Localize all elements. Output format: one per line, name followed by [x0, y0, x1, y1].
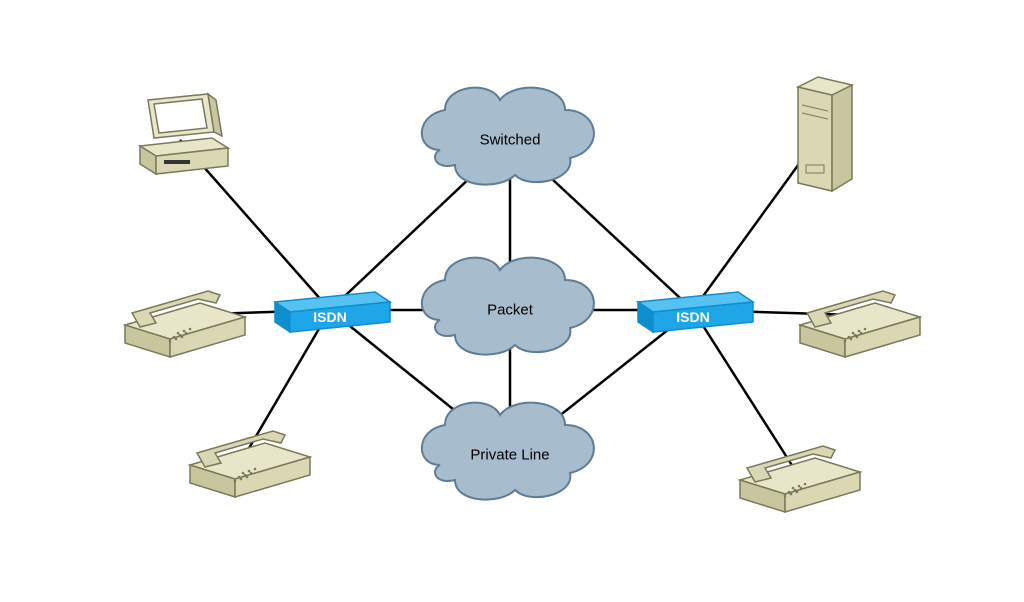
server-icon [798, 77, 852, 191]
isdn-left [275, 292, 390, 332]
phone-left-1 [125, 291, 245, 357]
phone-left-2 [190, 431, 310, 497]
cloud-packet [422, 258, 594, 355]
isdn-right [638, 292, 753, 332]
nodes-layer [125, 77, 920, 512]
cloud-switched [422, 88, 594, 185]
phone-right-1 [800, 291, 920, 357]
cloud-privateline [422, 403, 594, 500]
diagram-canvas [0, 0, 1024, 602]
phone-right-2 [740, 446, 860, 512]
computer-icon [140, 94, 228, 174]
